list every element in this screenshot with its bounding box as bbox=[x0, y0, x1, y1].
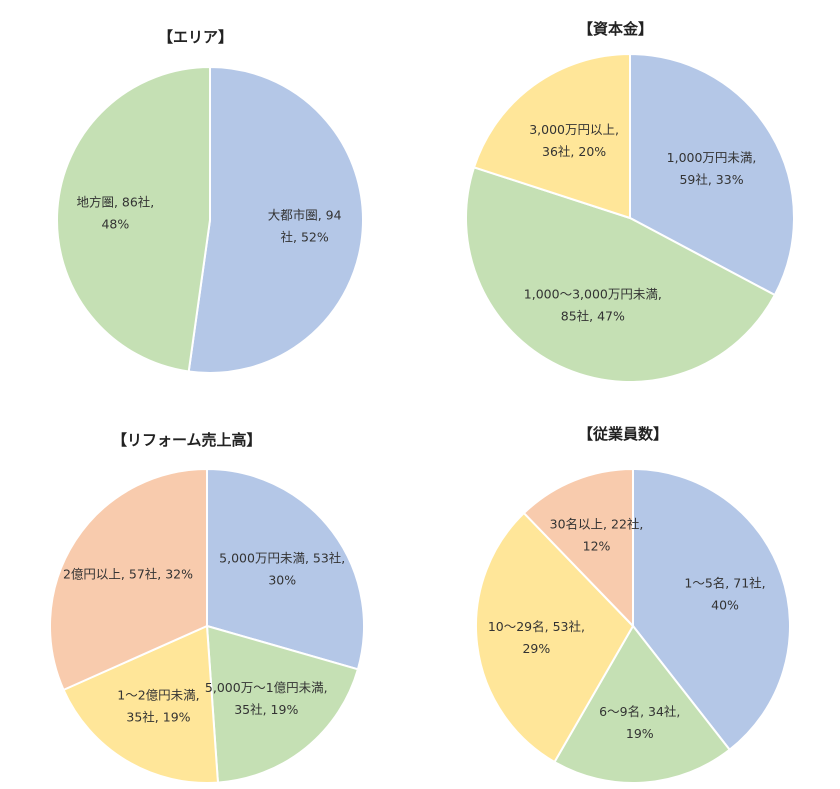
data-label: 1～5名, 71社, 40% bbox=[684, 575, 765, 612]
data-label: 6～9名, 34社, 19% bbox=[599, 704, 680, 741]
pie-slice bbox=[49, 467, 208, 692]
data-label: 1,000～3,000万円未満, 85社, 47% bbox=[524, 287, 662, 324]
data-label: 1～2億円未満, 35社, 19% bbox=[117, 688, 199, 725]
pie-slice bbox=[187, 65, 364, 374]
data-label: 2億円以上, 57社, 32% bbox=[63, 567, 193, 582]
pie-svg: 1,000万円未満, 59社, 33% 1,000～3,000万円未満, 85社, 4… bbox=[465, 52, 795, 383]
data-label: 3,000万円以上, 36社, 20% bbox=[529, 122, 619, 159]
data-label: 1,000万円未満, 59社, 33% bbox=[667, 150, 757, 187]
data-label: 地方圏, 86社, 48% bbox=[76, 194, 154, 231]
pie-slice bbox=[205, 624, 360, 784]
chart-title: 【従業員数】 bbox=[578, 425, 669, 443]
pie-slice bbox=[632, 467, 791, 752]
data-label: 大都市圏, 94 社, 52% bbox=[268, 208, 342, 245]
pie-slice bbox=[56, 65, 211, 373]
data-label: 5,000万～1億円未満, 35社, 19% bbox=[205, 680, 328, 717]
pie-slice bbox=[472, 52, 631, 220]
chart-title: 【資本金】 bbox=[578, 20, 654, 38]
pie-slice bbox=[465, 166, 777, 383]
chart-title: 【エリア】 bbox=[158, 28, 234, 46]
pie-slice bbox=[553, 624, 732, 784]
pie-svg: 1～5名, 71社, 40% 6～9名, 34社, 19% 10～29名, 53社, 29… bbox=[475, 467, 791, 784]
pie-slice bbox=[629, 52, 795, 297]
data-label: 10～29名, 53社, 29% bbox=[488, 619, 585, 656]
chart-title: 【リフォーム売上高】 bbox=[112, 431, 262, 449]
pie-chart-employees: 【従業員数】 1～5名, 71社, 40% 6～9名, 34社, 19% 10～29名,… bbox=[420, 395, 840, 789]
pie-slice bbox=[62, 624, 220, 784]
data-label: 30名以上, 22社, 12% bbox=[550, 517, 644, 554]
pie-chart-area: 【エリア】 大都市圏, 94 社, 52% 地方圏, 86社, 48% bbox=[0, 0, 420, 395]
pie-slice bbox=[522, 467, 634, 629]
pie-svg: 大都市圏, 94 社, 52% 地方圏, 86社, 48% bbox=[56, 65, 364, 374]
pie-chart-capital: 【資本金】 1,000万円未満, 59社, 33% 1,000～3,000万円未満,… bbox=[420, 0, 840, 395]
pie-chart-reform-sales: 【リフォーム売上高】 5,000万円未満, 53社, 30% 5,000万～1億円未… bbox=[0, 395, 420, 789]
pie-slice bbox=[206, 467, 365, 671]
pie-svg: 5,000万円未満, 53社, 30% 5,000万～1億円未満, 35社, 19%1… bbox=[49, 467, 365, 784]
data-label: 5,000万円未満, 53社, 30% bbox=[219, 550, 345, 587]
pie-slice bbox=[475, 511, 635, 764]
